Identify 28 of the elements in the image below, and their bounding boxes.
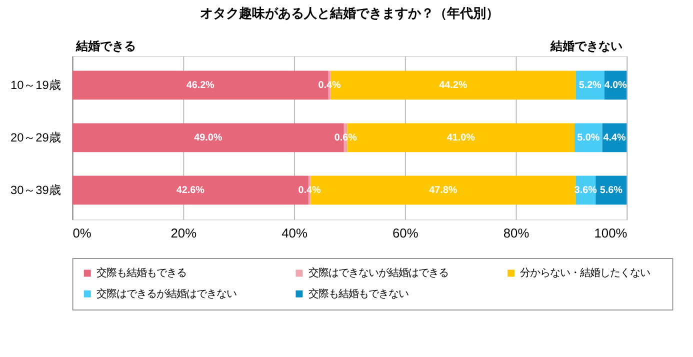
y-tick-label: 20～29歳 (10, 130, 61, 145)
text: 結婚できない (550, 39, 623, 54)
data-label: 5.0% (577, 132, 600, 144)
x-tick-label: 60% (392, 226, 418, 241)
legend-label: 分からない・結婚したくない (520, 267, 650, 280)
y-tick-label: 30～39歳 (10, 183, 61, 198)
y-tick-label: 10～19歳 (10, 78, 61, 92)
x-tick-label: 0% (72, 226, 92, 241)
data-label: 4.4% (603, 132, 626, 144)
data-label: 49.0% (194, 132, 222, 144)
x-tick-label: 100% (594, 226, 628, 241)
data-label: 44.2% (439, 80, 468, 92)
data-label: 46.2% (186, 80, 215, 92)
legend-label: 交際も結婚もできない (308, 288, 408, 300)
data-label: 5.2% (578, 80, 602, 92)
data-label: 5.6% (600, 185, 623, 196)
chart-title: オタク趣味がある人と結婚できますか？（年代別） (200, 5, 499, 20)
x-tick-label: 20% (170, 226, 197, 241)
legend-label: 交際も結婚もできる (96, 267, 187, 280)
x-tick-label: 40% (282, 226, 308, 241)
data-label: 47.8% (429, 185, 458, 196)
legend-label: 交際はできるが結婚はできない (96, 288, 237, 300)
text: 結婚できる (75, 39, 136, 54)
legend-label: 交際はできないが結婚はできる (308, 267, 448, 280)
data-label: 41.0% (446, 132, 476, 144)
data-label: 42.6% (176, 185, 205, 196)
x-tick-label: 80% (503, 226, 530, 241)
data-label: 4.0% (604, 80, 628, 92)
